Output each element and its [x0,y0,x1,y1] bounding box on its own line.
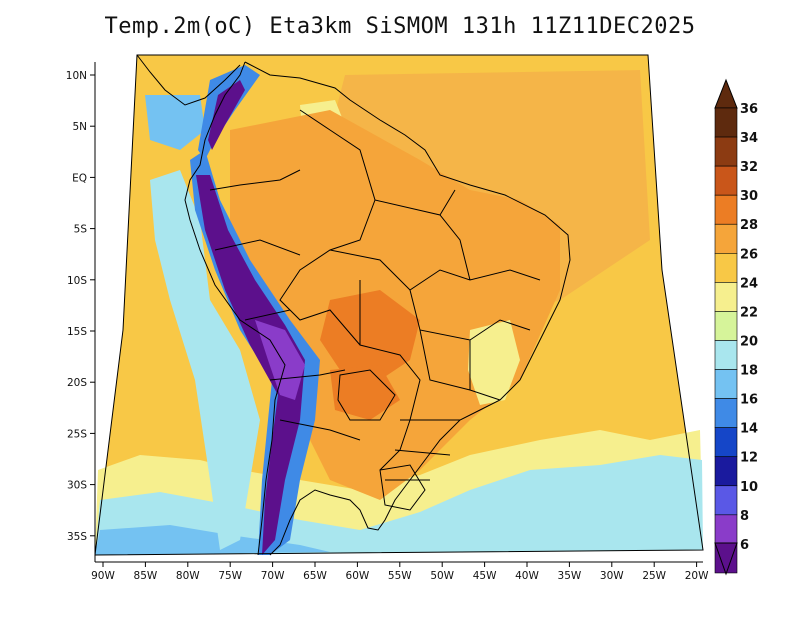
colorbar-box [714,136,738,167]
field-land-hot-paraguay [330,365,400,420]
y-tick-label: 5S [74,224,88,236]
x-tick-label: 60W [346,570,370,582]
x-tick-label: 30W [600,570,624,582]
colorbar-label: 22 [740,305,758,320]
colorbar-label: 30 [740,189,758,204]
colorbar-box [714,427,738,458]
x-tick-label: 90W [91,570,115,582]
field-pacific-cool [145,95,205,150]
x-tick-label: 25W [642,570,666,582]
y-tick-label: EQ [72,172,87,184]
x-tick-label: 20W [685,570,709,582]
colorbar-box [714,485,738,516]
colorbar-box [714,194,738,225]
colorbar-box [714,398,738,428]
y-tick-label: 35S [67,531,87,543]
y-tick-label: 25S [67,428,87,440]
x-tick-label: 80W [176,570,200,582]
central-america-coast [136,54,241,106]
colorbar-label: 26 [740,247,758,262]
states-center [359,280,531,401]
field-andes-peak [255,320,305,400]
x-ticks: 90W 85W 80W 75W 70W 65W 60W 55W 50W 45W 40W 35W 30W 2… [91,562,709,582]
x-tick-label: 85W [134,570,158,582]
colorbar-box [714,223,738,254]
field-andes-high [196,175,305,555]
colorbar-label: 16 [740,393,758,408]
y-ticks: 10N 5N EQ 5S 10S 15S 20S 25S 30S 35S [66,70,95,543]
x-tick-label: 40W [515,570,539,582]
colorbar-label: 36 [740,102,758,117]
colorbar-label: 28 [740,218,758,233]
x-tick-label: 70W [261,570,285,582]
field-andes-north-high [208,80,245,150]
colorbar-label: 14 [740,422,758,437]
colorbar-label: 20 [740,334,758,349]
colorbar-box [714,311,738,341]
colorbar-label: 32 [740,160,758,175]
axes: 90W 85W 80W 75W 70W 65W 60W 55W 50W 45W 40W 35W 30W 2… [66,62,709,582]
colorbar-label: 18 [740,364,758,379]
x-tick-label: 50W [430,570,454,582]
colorbar-box [714,107,738,138]
coastlines-borders [136,54,571,556]
colorbar-box [714,369,738,399]
paraguay-border [337,369,396,421]
colorbar-label: 10 [740,480,758,495]
colorbar-bottom-arrow [714,542,738,576]
south-america-coast [184,61,571,556]
x-tick-label: 45W [473,570,497,582]
field-ocean-cold-south [95,455,703,555]
y-tick-label: 30S [67,480,87,492]
map-title: Temp.2m(oC) Eta3km SiSMOM 131h 11Z11DEC2… [104,14,696,39]
x-tick-label: 35W [558,570,582,582]
colorbar-boxes [714,107,738,574]
y-tick-label: 10S [67,275,87,287]
field-pacific-coast-cool [150,170,260,550]
colorbar-label: 8 [740,509,749,524]
y-tick-label: 10N [66,70,87,82]
y-tick-label: 15S [67,326,87,338]
colorbar-label: 34 [740,131,758,146]
colorbar-labels: 36 34 32 30 28 26 24 22 20 18 16 14 12 10 8 6 [740,102,758,553]
colorbar-top-arrow [714,78,738,109]
colorbar-label: 6 [740,538,749,553]
temperature-field [95,55,703,555]
x-tick-label: 65W [303,570,327,582]
andean-borders [209,169,361,441]
states-north [329,189,541,291]
colorbar-box [714,165,738,196]
colorbar: 36 34 32 30 28 26 24 22 20 18 16 14 12 10 8 6 [714,78,758,576]
y-tick-label: 5N [72,121,87,133]
colorbar-box [714,253,738,283]
x-tick-label: 55W [388,570,412,582]
map-frame [94,54,704,556]
y-tick-label: 20S [67,377,87,389]
colorbar-box [714,514,738,545]
colorbar-label: 12 [740,451,758,466]
uruguay-border [379,464,426,511]
colorbar-box [714,282,738,312]
x-tick-label: 75W [218,570,242,582]
field-brazil-highlands [468,320,520,405]
field-land-hot-center [320,290,420,380]
colorbar-box [714,456,738,487]
colorbar-label: 24 [740,276,758,291]
colorbar-box [714,340,738,370]
states-south [385,419,460,481]
